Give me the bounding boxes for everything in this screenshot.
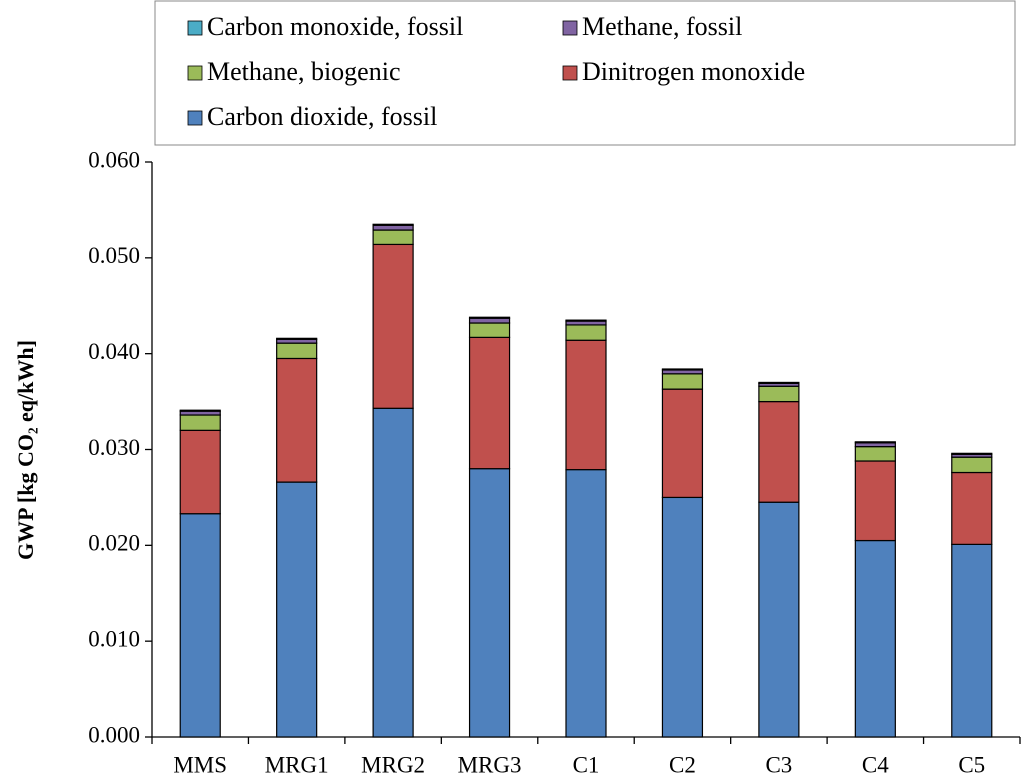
bar-segment — [468, 317, 511, 324]
bar-segment — [758, 385, 800, 403]
y-tick-label: 0.060 — [88, 147, 140, 172]
bar-segment — [372, 243, 414, 409]
bar-segment — [854, 460, 896, 542]
legend-box — [154, 0, 1016, 146]
bar-segment — [951, 452, 993, 455]
bar-segment — [179, 429, 221, 515]
legend-label: Dinitrogen monoxide — [582, 57, 805, 86]
x-tick-label: C2 — [669, 752, 696, 777]
bar-segment — [276, 337, 318, 340]
bar-segment — [276, 342, 318, 360]
bar-segment — [854, 441, 896, 444]
bar-segment — [565, 469, 607, 738]
x-tick-label: C3 — [765, 752, 792, 777]
bar-segment — [276, 357, 318, 483]
bar-segment — [854, 539, 896, 738]
legend-swatch — [562, 20, 578, 36]
bar-segment — [372, 407, 414, 738]
legend-swatch — [187, 110, 203, 126]
y-tick-label: 0.000 — [88, 722, 140, 747]
bar-segment — [468, 322, 511, 338]
legend-label: Carbon dioxide, fossil — [207, 102, 437, 131]
bar-segment — [758, 501, 800, 738]
bar-segment — [854, 446, 896, 462]
bar-segment — [565, 319, 607, 322]
x-tick-label: MRG3 — [458, 752, 522, 777]
legend-swatch — [562, 65, 578, 81]
bar-segment — [372, 224, 414, 231]
bar-segment — [951, 456, 993, 474]
bar-segment — [468, 336, 511, 470]
y-tick-label: 0.030 — [88, 435, 140, 460]
x-tick-label: C1 — [573, 752, 600, 777]
y-axis-label: GWP [kg CO₂ eq/kWh] — [13, 340, 38, 560]
bar-segment — [758, 381, 800, 384]
bar-segment — [372, 223, 414, 226]
x-tick-label: MRG2 — [361, 752, 425, 777]
bar-segment — [565, 339, 607, 471]
bar-segment — [276, 481, 318, 738]
x-tick-label: C5 — [958, 752, 985, 777]
y-tick-label: 0.020 — [88, 531, 140, 556]
x-tick-label: MMS — [173, 752, 227, 777]
legend-label: Methane, fossil — [582, 12, 742, 41]
bar-segment — [661, 388, 704, 499]
y-tick-label: 0.010 — [88, 626, 140, 651]
bar-segment — [179, 409, 221, 412]
bar-segment — [179, 513, 221, 738]
x-tick-label: MRG1 — [265, 752, 329, 777]
legend-swatch — [187, 65, 203, 81]
x-tick-label: C4 — [862, 752, 889, 777]
bar-segment — [661, 496, 704, 738]
bar-segment — [179, 414, 221, 431]
bar-segment — [661, 368, 704, 371]
legend-label: Carbon monoxide, fossil — [207, 12, 463, 41]
bar-segment — [951, 471, 993, 545]
bar-segment — [468, 316, 511, 319]
y-tick-label: 0.040 — [88, 339, 140, 364]
bar-segment — [565, 324, 607, 341]
bar-segment — [951, 543, 993, 738]
bar-segment — [661, 373, 704, 390]
legend-label: Methane, biogenic — [207, 57, 401, 86]
y-tick-label: 0.050 — [88, 243, 140, 268]
bar-segment — [372, 229, 414, 246]
bar-segment — [468, 468, 511, 738]
bar-segment — [758, 400, 800, 503]
legend-swatch — [187, 20, 203, 36]
